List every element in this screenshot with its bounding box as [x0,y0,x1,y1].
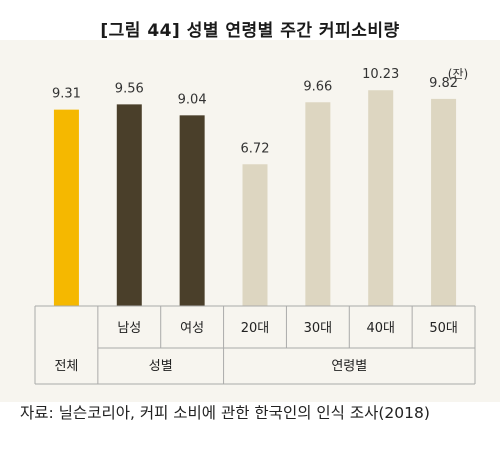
category-label-2: 남성 [117,321,141,336]
category-label-5: 30대 [304,321,333,336]
unit-label: (잔) [448,67,468,81]
bar-6 [368,90,394,306]
value-label-3: 9.04 [178,92,207,107]
value-label-2: 9.56 [115,81,144,96]
bar-chart: (잔) 9.31 9.56 9.04 6.72 9.66 10.23 9.82 남성 여성 20대 3… [34,67,476,385]
bar-4 [242,164,268,306]
group-label-2: 성별 [149,359,173,374]
category-label-6: 40대 [366,321,395,336]
bar-3 [179,115,205,306]
value-label-1: 9.31 [52,87,81,102]
chart-title: [그림 44] 성별 연령별 주간 커피소비량 [100,21,400,41]
bar-2 [116,104,142,306]
source-note: 자료: 닐슨코리아, 커피 소비에 관한 한국인의 인식 조사(2018) [20,404,430,422]
category-label-3: 여성 [180,321,204,336]
category-label-7: 50대 [429,321,458,336]
value-label-6: 10.23 [362,67,399,82]
bar-5 [305,102,331,307]
chart-area: (잔) 9.31 9.56 9.04 6.72 9.66 10.23 9.82 남성 여성 20대 3… [0,40,500,402]
bar-7 [431,98,457,306]
group-label-1: 전체 [54,359,78,374]
value-label-7: 9.82 [429,76,458,91]
value-label-5: 9.66 [303,79,332,94]
category-label-4: 20대 [241,321,270,336]
group-label-3: 연령별 [331,359,367,374]
value-label-4: 6.72 [241,141,270,156]
bar-1 [53,109,79,306]
